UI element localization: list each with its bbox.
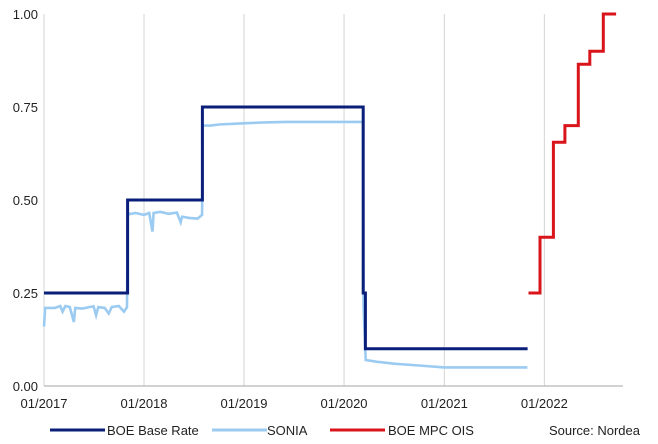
x-tick-label: 01/2022: [521, 396, 568, 411]
y-tick-label: 0.50: [13, 193, 38, 208]
legend-label-boe-base-rate: BOE Base Rate: [107, 423, 199, 438]
x-tick-label: 01/2020: [321, 396, 368, 411]
grid-layer: [43, 14, 545, 386]
y-tick-label: 1.00: [13, 7, 38, 22]
x-tick-label: 01/2017: [21, 396, 68, 411]
series-line-sonia: [42, 120, 528, 369]
y-tick-label: 0.75: [13, 100, 38, 115]
series-layer: [42, 12, 617, 369]
y-tick-label: 0.25: [13, 286, 38, 301]
legend: BOE Base Rate SONIA BOE MPC OIS: [50, 423, 474, 438]
y-axis-ticks: 0.00 0.25 0.50 0.75 1.00: [13, 7, 38, 394]
x-axis-ticks: 01/2017 01/2018 01/2019 01/2020 01/2021 01/20…: [21, 396, 568, 411]
series-line-boe-mpc-ois: [528, 12, 617, 295]
x-tick-label: 01/2018: [121, 396, 168, 411]
series-line-boe-base-rate: [44, 105, 528, 351]
legend-label-sonia: SONIA: [267, 423, 308, 438]
x-tick-label: 01/2019: [221, 396, 268, 411]
source-note: Source: Nordea: [549, 423, 641, 438]
y-tick-label: 0.00: [13, 379, 38, 394]
x-tick-label: 01/2021: [421, 396, 468, 411]
legend-label-boe-mpc-ois: BOE MPC OIS: [388, 423, 474, 438]
